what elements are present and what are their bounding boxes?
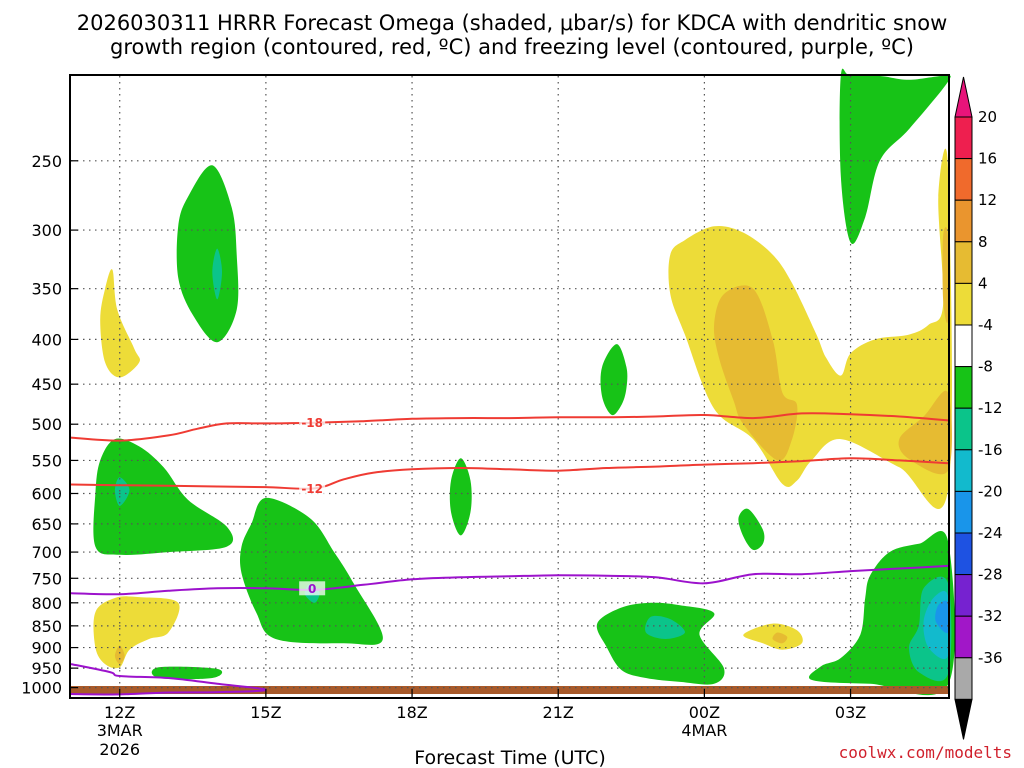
omega-region-7	[942, 227, 949, 324]
colorbar-swatch-13	[954, 657, 973, 700]
ytick-label-550: 550	[31, 451, 62, 470]
colorbar-label-1: 16	[978, 150, 997, 168]
ytick-label-350: 350	[31, 280, 62, 299]
omega-region-11	[449, 458, 472, 536]
colorbar-label-11: -28	[978, 566, 1003, 584]
xtick-year-12Z: 2026	[99, 740, 140, 759]
credit-text: coolwx.com/modelts	[839, 743, 1012, 762]
purple-contour-0	[70, 564, 949, 596]
colorbar-swatch-7	[954, 407, 973, 451]
omega-region-19	[645, 615, 685, 639]
colorbar-swatch-10	[954, 532, 973, 576]
ytick-label-900: 900	[31, 639, 62, 658]
omega-region-9	[93, 438, 234, 556]
omega-region-16	[114, 645, 125, 665]
xtick-label-18Z: 18Z	[396, 703, 427, 722]
omega-region-25	[935, 600, 950, 634]
xtick-label-03Z: 03Z	[835, 703, 866, 722]
ytick-label-750: 750	[31, 569, 62, 588]
omega-region-0	[839, 68, 951, 245]
colorbar-label-8: -16	[978, 441, 1003, 459]
red-contour-label-bg-1	[299, 481, 326, 496]
omega-region-12	[738, 508, 765, 551]
omega-region-21	[772, 632, 788, 644]
red-contour-label-0: -18	[301, 416, 323, 430]
purple-contour-label-0: 0	[308, 582, 316, 596]
omega-shading	[93, 68, 956, 696]
temperature-contours: -18 -12 0	[70, 412, 949, 696]
xtick-label-12Z: 12Z	[104, 703, 135, 722]
plot-frame	[69, 74, 950, 699]
omega-region-1	[176, 165, 239, 343]
ytick-label-700: 700	[31, 543, 62, 562]
omega-region-17	[151, 666, 223, 680]
colorbar-label-6: -8	[978, 358, 993, 376]
colorbar: 20 16 12 8 4 -4 -8 -12 -16 -20 -24 -28 -32 -36	[954, 76, 1003, 740]
omega-region-13	[239, 497, 383, 645]
ytick-label-1000: 1000	[21, 679, 62, 698]
colorbar-label-3: 8	[978, 233, 988, 251]
ytick-label-300: 300	[31, 221, 62, 240]
colorbar-bottom-arrow	[954, 698, 973, 740]
omega-region-8	[600, 344, 628, 416]
colorbar-swatch-11	[954, 574, 973, 617]
colorbar-top-arrow	[954, 76, 973, 118]
y-axis-pressure-ticks: 250 300 350 400 450 500 550 600 650 700 750 800 850 9…	[21, 152, 78, 698]
xtick-label-15Z: 15Z	[250, 703, 281, 722]
xtick-label-00Z: 00Z	[689, 703, 720, 722]
colorbar-label-10: -24	[978, 524, 1003, 542]
colorbar-label-12: -32	[978, 607, 1003, 625]
omega-region-15	[93, 596, 180, 669]
ytick-label-600: 600	[31, 484, 62, 503]
colorbar-swatch-5	[954, 324, 973, 368]
ground-surface-band	[71, 686, 948, 694]
ytick-label-800: 800	[31, 594, 62, 613]
colorbar-swatch-0	[954, 116, 973, 160]
purple-contour-1	[70, 663, 267, 696]
colorbar-swatch-6	[954, 366, 973, 409]
ytick-label-400: 400	[31, 330, 62, 349]
colorbar-label-13: -36	[978, 649, 1003, 667]
colorbar-label-4: 4	[978, 274, 988, 292]
colorbar-swatch-8	[954, 449, 973, 492]
ytick-label-950: 950	[31, 659, 62, 678]
ytick-label-500: 500	[31, 415, 62, 434]
colorbar-label-0: 20	[978, 108, 997, 126]
gridlines	[71, 76, 948, 697]
ytick-label-250: 250	[31, 152, 62, 171]
red-contour-0	[70, 412, 949, 442]
xtick-date-12Z: 3MAR	[97, 721, 143, 740]
x-axis-title: Forecast Time (UTC)	[414, 747, 605, 768]
chart-title-line-2: growth region (contoured, red, ºC) and f…	[110, 35, 914, 59]
red-contour-1	[70, 457, 949, 490]
colorbar-swatch-2	[954, 199, 973, 243]
ytick-label-650: 650	[31, 515, 62, 534]
colorbar-label-5: -4	[978, 316, 993, 334]
ytick-label-450: 450	[31, 375, 62, 394]
colorbar-swatch-12	[954, 615, 973, 659]
xtick-label-21Z: 21Z	[543, 703, 574, 722]
colorbar-label-7: -12	[978, 399, 1003, 417]
omega-region-2	[212, 248, 222, 300]
colorbar-swatch-4	[954, 282, 973, 326]
colorbar-swatch-9	[954, 490, 973, 534]
colorbar-label-9: -20	[978, 482, 1003, 500]
omega-region-6	[898, 390, 953, 475]
red-contour-label-bg-0	[299, 415, 326, 430]
omega-region-18	[596, 602, 725, 685]
red-contour-label-1: -12	[301, 482, 323, 496]
ytick-label-850: 850	[31, 617, 62, 636]
xtick-date-00Z: 4MAR	[681, 721, 727, 740]
purple-contour-label-bg-0	[299, 581, 326, 596]
colorbar-label-2: 12	[978, 191, 997, 209]
omega-region-4	[668, 148, 952, 510]
colorbar-swatch-3	[954, 241, 973, 284]
colorbar-swatch-1	[954, 158, 973, 201]
chart-title-line-1: 2026030311 HRRR Forecast Omega (shaded, …	[77, 11, 948, 35]
